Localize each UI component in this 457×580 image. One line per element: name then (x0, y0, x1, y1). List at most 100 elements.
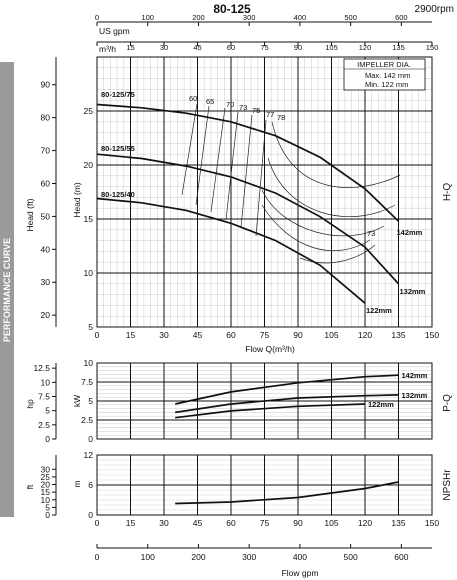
impeller-box-title: IMPELLER DIA. (357, 60, 411, 69)
hq-diameter-label: 122mm (366, 306, 392, 315)
top-gpm-tick-label: 500 (344, 13, 357, 22)
hq-x-tick-label: 150 (425, 330, 439, 340)
hq-x-tick-label: 135 (391, 330, 405, 340)
npsh-frame (96, 454, 433, 516)
pq-diameter-label: 122mm (368, 400, 394, 409)
top-gpm-tick-label: 200 (192, 13, 205, 22)
npsh-x-tick-label: 0 (95, 518, 100, 528)
npsh-x-ticks: 0 15 30 45 60 75 90 105 120 135 150 (95, 518, 440, 528)
pq-kw-tick-label: 0 (88, 434, 93, 444)
chart-title: 80-125 (213, 2, 251, 16)
hq-ft-tick-label: 40 (41, 244, 51, 254)
rpm-label: 2900rpm (415, 4, 454, 15)
npsh-ft-tick-label: 25 (41, 472, 51, 482)
impeller-min: Min. 122 mm (365, 80, 408, 89)
npsh-curves (175, 481, 399, 505)
eff-label-77: 77 (266, 110, 274, 119)
pq-frame (96, 362, 433, 440)
hq-x-tick-label: 45 (193, 330, 203, 340)
pq-right-label: P-Q (442, 394, 453, 412)
top-gpm-ticks: 0 100 200 300 400 500 600 (95, 13, 408, 26)
npsh-ylabel-ft: ft (25, 484, 35, 489)
eff-label-65: 65 (206, 97, 214, 106)
npsh-ylabel-m: m (72, 480, 82, 487)
hq-ylabel-m: Head (m) (72, 182, 82, 218)
pq-diameter-label: 142mm (402, 371, 428, 380)
hq-m-tick-label: 5 (88, 322, 93, 332)
hq-diameter-label: 132mm (400, 287, 426, 296)
hq-curve-132mm (96, 153, 400, 285)
pq-ylabel-hp: hp (25, 399, 35, 409)
hq-ft-tick-label: 90 (41, 80, 51, 90)
pq-hp-tick-label: 12.5 (33, 363, 50, 373)
pq-diameter-label: 132mm (402, 391, 428, 400)
efficiency-labels: 60 65 70 73 75 77 78 73 (189, 94, 375, 238)
top-m3h-tick-label: 60 (227, 43, 235, 52)
npsh-m-tick-label: 12 (84, 450, 94, 460)
npsh-x-tick-label: 60 (226, 518, 236, 528)
bottom-gpm-label: Flow gpm (282, 568, 319, 578)
pq-kw-tick-label: 5 (88, 396, 93, 406)
npsh-ft-tick-label: 0 (45, 510, 50, 520)
bottom-gpm-tick-label: 300 (242, 552, 256, 562)
hq-m-tick-label: 15 (84, 214, 94, 224)
hq-ft-tick-label: 50 (41, 211, 51, 221)
npsh-x-tick-label: 120 (358, 518, 372, 528)
eff-label-70: 70 (226, 100, 234, 109)
npsh-right-label: NPSHr (442, 469, 453, 501)
npsh-m-tick-label: 0 (88, 510, 93, 520)
top-m3h-tick-label: 150 (426, 43, 439, 52)
npsh-x-tick-label: 30 (159, 518, 169, 528)
npsh-ft-tick-label: 10 (41, 495, 51, 505)
hq-x-tick-label: 60 (226, 330, 236, 340)
pq-hp-tick-label: 7.5 (38, 391, 50, 401)
top-m3h-tick-label: 105 (325, 43, 338, 52)
hq-xlabel: Flow Q(m³/h) (245, 344, 295, 354)
hq-m-tick-label: 20 (84, 160, 94, 170)
pq-curve-142mm (175, 374, 399, 405)
pq-curve-132mm (175, 394, 399, 414)
top-m3h-tick-label: 120 (359, 43, 372, 52)
pq-axes: 0 2.5 5 7.5 10 0 2.5 5 7.5 10 12.5 (33, 358, 93, 444)
hq-x-tick-label: 15 (126, 330, 136, 340)
top-m3h-tick-label: 45 (193, 43, 201, 52)
hq-ft-tick-label: 80 (41, 113, 51, 123)
hq-frame (96, 56, 433, 328)
npsh-x-tick-label: 90 (293, 518, 303, 528)
top-gpm-tick-label: 100 (141, 13, 154, 22)
eff-label-73b: 73 (367, 229, 375, 238)
eff-label-78: 78 (277, 113, 285, 122)
hq-curve-142mm (96, 103, 400, 222)
top-gpm-label: US gpm (99, 26, 130, 36)
hq-curve-122mm (96, 197, 366, 304)
npsh-x-tick-label: 150 (425, 518, 439, 528)
hq-curve-label: 80-125/75 (101, 90, 135, 99)
hq-ft-tick-label: 70 (41, 146, 51, 156)
side-banner (0, 62, 14, 517)
hq-ft-tick-label: 60 (41, 178, 51, 188)
npsh-ft-tick-label: 5 (45, 502, 50, 512)
top-m3h-label: m³/h (99, 44, 116, 54)
hq-diameter-label: 142mm (397, 228, 423, 237)
npsh-ft-tick-label: 20 (41, 480, 51, 490)
hq-x-tick-label: 75 (260, 330, 270, 340)
top-gpm-tick-label: 300 (243, 13, 256, 22)
hq-m-tick-label: 25 (84, 106, 94, 116)
bottom-gpm-tick-label: 0 (95, 552, 100, 562)
top-m3h-tick-label: 75 (260, 43, 268, 52)
bottom-gpm-tick-label: 600 (394, 552, 408, 562)
hq-ft-tick-label: 20 (41, 310, 51, 320)
npsh-x-tick-label: 45 (193, 518, 203, 528)
side-banner-label: PERFORMANCE CURVE (2, 238, 12, 342)
hq-curve-label: 80-125/55 (101, 144, 135, 153)
pq-curve-122mm (175, 403, 366, 419)
top-m3h-ticks: 15 30 45 60 75 90 105 120 135 150 (96, 42, 439, 52)
pq-hp-tick-label: 2.5 (38, 420, 50, 430)
hq-m-tick-label: 10 (84, 268, 94, 278)
hq-ft-tick-label: 30 (41, 277, 51, 287)
hq-x-tick-label: 120 (358, 330, 372, 340)
bottom-gpm-tick-label: 400 (293, 552, 307, 562)
eff-label-73: 73 (239, 103, 247, 112)
